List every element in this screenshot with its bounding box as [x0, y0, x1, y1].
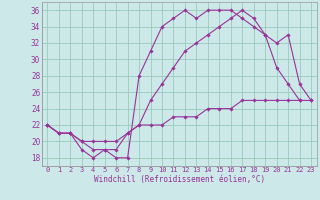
X-axis label: Windchill (Refroidissement éolien,°C): Windchill (Refroidissement éolien,°C): [94, 175, 265, 184]
